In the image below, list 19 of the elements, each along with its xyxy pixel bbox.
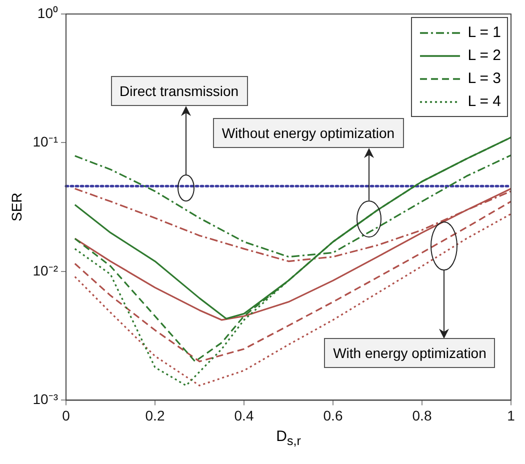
x-tick-label: 0.4 <box>234 407 254 424</box>
x-tick-label: 0 <box>62 407 70 424</box>
legend-label: L = 1 <box>468 24 501 41</box>
x-tick-label: 0.2 <box>145 407 165 424</box>
x-tick-label: 1 <box>507 407 516 424</box>
legend-label: L = 4 <box>468 93 501 110</box>
y-tick-label: 10⁻² <box>32 262 58 278</box>
y-tick-label: 10⁻¹ <box>32 134 58 150</box>
x-tick-label: 0.6 <box>323 407 343 424</box>
x-axis-title: D$_{s,r}$ <box>276 428 301 448</box>
annotation: Direct transmission <box>110 76 248 106</box>
x-tick-label: 0.8 <box>412 407 432 424</box>
y-axis-title: SER <box>8 192 24 222</box>
y-tick-label: 10⁻³ <box>32 391 58 408</box>
annotation: Without energy optimization <box>212 118 404 148</box>
annotation: With energy optimization <box>324 338 496 368</box>
y-tick-label: 10⁰ <box>37 4 58 21</box>
legend-label: L = 2 <box>468 47 501 64</box>
legend-label: L = 3 <box>468 70 501 87</box>
